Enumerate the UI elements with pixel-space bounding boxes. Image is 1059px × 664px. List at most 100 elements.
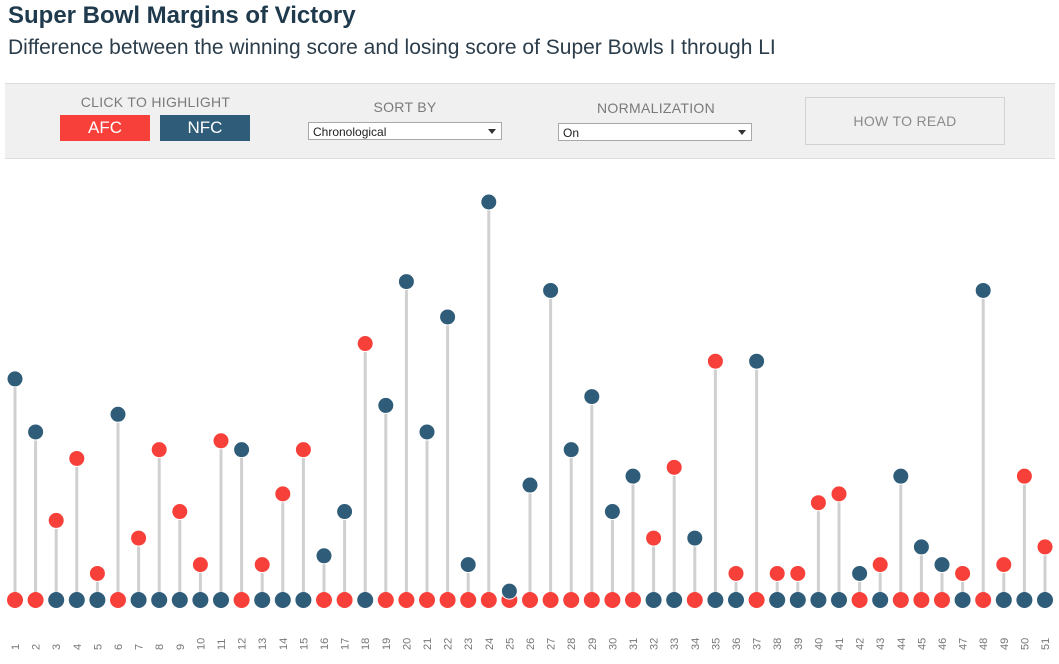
winner-point[interactable]	[645, 529, 663, 547]
winner-point[interactable]	[727, 564, 745, 582]
winner-point[interactable]	[521, 476, 539, 494]
winner-point[interactable]	[1036, 538, 1054, 556]
winner-point[interactable]	[397, 273, 415, 291]
loser-point[interactable]	[872, 592, 889, 608]
nfc-highlight-button[interactable]: NFC	[160, 115, 250, 141]
loser-point[interactable]	[254, 592, 271, 608]
loser-point[interactable]	[274, 592, 291, 608]
winner-point[interactable]	[809, 494, 827, 512]
loser-point[interactable]	[851, 592, 868, 608]
winner-point[interactable]	[274, 485, 292, 503]
loser-point[interactable]	[707, 592, 724, 608]
loser-point[interactable]	[480, 592, 497, 608]
loser-point[interactable]	[748, 592, 765, 608]
loser-point[interactable]	[233, 592, 250, 608]
winner-point[interactable]	[418, 423, 436, 441]
loser-point[interactable]	[728, 592, 744, 608]
loser-point[interactable]	[316, 592, 332, 608]
loser-point[interactable]	[954, 592, 971, 608]
winner-point[interactable]	[171, 503, 189, 521]
loser-point[interactable]	[522, 592, 538, 608]
loser-point[interactable]	[398, 592, 415, 608]
winner-point[interactable]	[912, 538, 930, 556]
winner-point[interactable]	[253, 556, 271, 574]
winner-point[interactable]	[583, 388, 601, 406]
winner-point[interactable]	[665, 458, 683, 476]
loser-point[interactable]	[110, 592, 126, 608]
winner-point[interactable]	[871, 556, 889, 574]
winner-point[interactable]	[130, 529, 148, 547]
loser-point[interactable]	[892, 592, 909, 608]
loser-point[interactable]	[604, 592, 621, 608]
winner-point[interactable]	[624, 467, 642, 485]
winner-point[interactable]	[789, 564, 807, 582]
winner-point[interactable]	[109, 405, 127, 423]
loser-point[interactable]	[27, 592, 44, 608]
winner-point[interactable]	[439, 308, 457, 326]
loser-point[interactable]	[686, 592, 703, 608]
winner-point[interactable]	[1015, 467, 1033, 485]
loser-point[interactable]	[934, 592, 950, 608]
winner-point[interactable]	[150, 441, 168, 459]
normalization-select[interactable]: On	[558, 123, 752, 141]
loser-point[interactable]	[583, 592, 600, 608]
loser-point[interactable]	[789, 592, 806, 608]
afc-highlight-button[interactable]: AFC	[60, 115, 150, 141]
loser-point[interactable]	[913, 592, 930, 608]
winner-point[interactable]	[459, 556, 477, 574]
loser-point[interactable]	[171, 592, 188, 608]
loser-point[interactable]	[542, 592, 559, 608]
winner-point[interactable]	[336, 503, 354, 521]
winner-point[interactable]	[542, 281, 560, 299]
winner-point[interactable]	[706, 352, 724, 370]
loser-point[interactable]	[1037, 592, 1053, 608]
winner-point[interactable]	[68, 449, 86, 467]
winner-point[interactable]	[892, 467, 910, 485]
loser-point[interactable]	[563, 592, 580, 608]
winner-point[interactable]	[500, 582, 518, 600]
winner-point[interactable]	[233, 441, 251, 459]
loser-point[interactable]	[336, 592, 353, 608]
loser-point[interactable]	[666, 592, 683, 608]
winner-point[interactable]	[748, 352, 766, 370]
winner-point[interactable]	[562, 441, 580, 459]
loser-point[interactable]	[645, 592, 662, 608]
loser-point[interactable]	[151, 592, 168, 608]
winner-point[interactable]	[686, 529, 704, 547]
winner-point[interactable]	[27, 423, 45, 441]
loser-point[interactable]	[68, 592, 85, 608]
loser-point[interactable]	[995, 592, 1012, 608]
loser-point[interactable]	[295, 592, 312, 608]
loser-point[interactable]	[192, 592, 209, 608]
winner-point[interactable]	[851, 564, 869, 582]
winner-point[interactable]	[212, 432, 230, 450]
winner-point[interactable]	[88, 564, 106, 582]
winner-point[interactable]	[356, 335, 374, 353]
winner-point[interactable]	[294, 441, 312, 459]
loser-point[interactable]	[810, 592, 827, 608]
loser-point[interactable]	[357, 592, 374, 608]
winner-point[interactable]	[480, 193, 498, 211]
winner-point[interactable]	[974, 281, 992, 299]
loser-point[interactable]	[831, 592, 847, 608]
loser-point[interactable]	[89, 592, 106, 608]
winner-point[interactable]	[6, 370, 24, 388]
winner-point[interactable]	[768, 564, 786, 582]
winner-point[interactable]	[995, 556, 1013, 574]
loser-point[interactable]	[7, 592, 23, 608]
winner-point[interactable]	[830, 485, 848, 503]
loser-point[interactable]	[377, 592, 394, 608]
winner-point[interactable]	[315, 547, 333, 565]
winner-point[interactable]	[191, 556, 209, 574]
winner-point[interactable]	[47, 511, 65, 529]
how-to-read-button[interactable]: HOW TO READ	[805, 97, 1005, 145]
loser-point[interactable]	[439, 592, 456, 608]
loser-point[interactable]	[769, 592, 786, 608]
loser-point[interactable]	[419, 592, 435, 608]
loser-point[interactable]	[1016, 592, 1033, 608]
winner-point[interactable]	[954, 564, 972, 582]
loser-point[interactable]	[975, 592, 992, 608]
loser-point[interactable]	[48, 592, 65, 608]
loser-point[interactable]	[213, 592, 229, 608]
winner-point[interactable]	[603, 503, 621, 521]
